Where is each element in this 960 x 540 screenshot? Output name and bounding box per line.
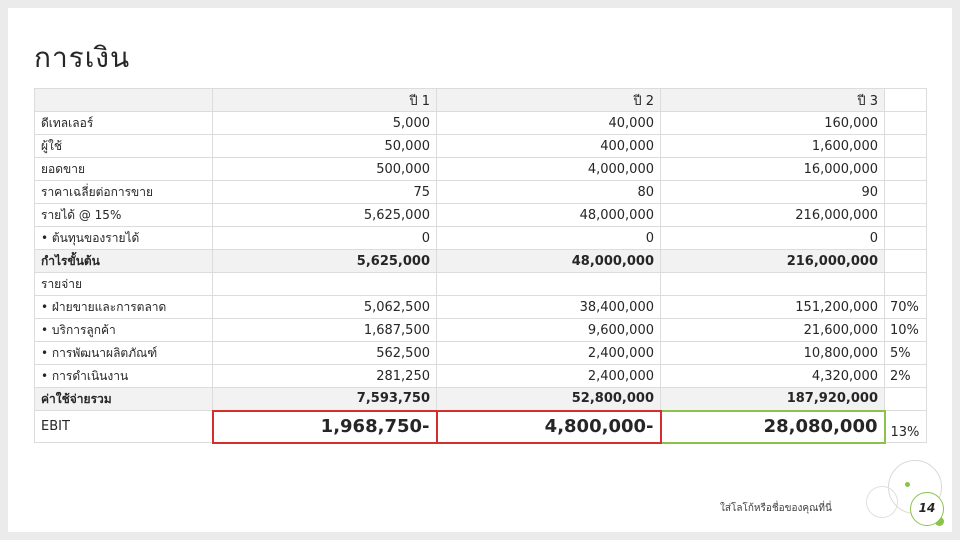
row-value-year-3: 21,600,000	[660, 318, 885, 342]
row-value-year-2: 52,800,000	[436, 387, 661, 411]
row-value-year-3: 4,320,000	[660, 364, 885, 388]
table-row: ดีเทลเลอร์ 5,000 40,000 160,000	[34, 111, 927, 135]
row-percent	[884, 203, 927, 227]
gross-profit-row: กำไรขั้นต้น 5,625,000 48,000,000 216,000…	[34, 249, 927, 273]
row-value-year-1: 562,500	[212, 341, 437, 365]
row-value-year-3	[660, 272, 885, 296]
header-cell-empty	[34, 88, 213, 112]
row-value-year-1: 5,625,000	[212, 249, 437, 273]
row-label: ราคาเฉลี่ยต่อการขาย	[34, 180, 213, 204]
row-percent: 70%	[884, 295, 927, 319]
row-value-year-2: 80	[436, 180, 661, 204]
row-label: • การดำเนินงาน	[34, 364, 213, 388]
row-value-year-1: 50,000	[212, 134, 437, 158]
ebit-row: EBIT 1,968,750- 4,800,000- 28,080,000 13…	[34, 409, 927, 444]
row-value-year-3: 216,000,000	[660, 203, 885, 227]
row-value-year-3: 0	[660, 226, 885, 250]
row-value-year-3: 216,000,000	[660, 249, 885, 273]
table-row: ผู้ใช้ 50,000 400,000 1,600,000	[34, 134, 927, 158]
decorative-dot	[935, 517, 944, 526]
row-percent: 13%	[884, 410, 927, 443]
table-row: รายได้ @ 15% 5,625,000 48,000,000 216,00…	[34, 203, 927, 227]
row-value-year-2: 2,400,000	[436, 364, 661, 388]
row-label: • ฝ่ายขายและการตลาด	[34, 295, 213, 319]
row-label: • การพัฒนาผลิตภัณฑ์	[34, 341, 213, 365]
row-label: EBIT	[34, 410, 213, 443]
table-header-row: ปี 1 ปี 2 ปี 3	[34, 88, 927, 112]
row-value-year-1: 7,593,750	[212, 387, 437, 411]
footer-logo-text: ใส่โลโก้หรือชื่อของคุณที่นี่	[720, 503, 832, 514]
row-value-year-2: 4,000,000	[436, 157, 661, 181]
row-percent	[884, 180, 927, 204]
table-row: • การพัฒนาผลิตภัณฑ์ 562,500 2,400,000 10…	[34, 341, 927, 365]
table-row: ราคาเฉลี่ยต่อการขาย 75 80 90	[34, 180, 927, 204]
row-label: ผู้ใช้	[34, 134, 213, 158]
row-value-year-3: 10,800,000	[660, 341, 885, 365]
row-percent	[884, 157, 927, 181]
header-year-3: ปี 3	[660, 88, 885, 112]
row-value-year-1: 0	[212, 226, 437, 250]
row-value-year-1	[212, 272, 437, 296]
row-value-year-3: 90	[660, 180, 885, 204]
row-value-year-2: 38,400,000	[436, 295, 661, 319]
table-row: • ต้นทุนของรายได้ 0 0 0	[34, 226, 927, 250]
row-value-year-1: 5,062,500	[212, 295, 437, 319]
row-label: ดีเทลเลอร์	[34, 111, 213, 135]
row-value-year-1: 1,687,500	[212, 318, 437, 342]
finance-table: ปี 1 ปี 2 ปี 3 ดีเทลเลอร์ 5,000 40,000 1…	[34, 88, 927, 444]
row-percent: 5%	[884, 341, 927, 365]
row-value-year-2: 48,000,000	[436, 249, 661, 273]
row-percent	[884, 134, 927, 158]
row-value-year-1: 5,625,000	[212, 203, 437, 227]
row-value-year-3: 151,200,000	[660, 295, 885, 319]
header-cell-pct	[884, 88, 927, 112]
header-year-1: ปี 1	[212, 88, 437, 112]
row-value-year-2: 0	[436, 226, 661, 250]
slide-title: การเงิน	[34, 41, 131, 74]
total-expenses-row: ค่าใช้จ่ายรวม 7,593,750 52,800,000 187,9…	[34, 387, 927, 411]
page-number: 14	[910, 492, 944, 526]
row-value-year-2: 400,000	[436, 134, 661, 158]
expenses-header-row: รายจ่าย	[34, 272, 927, 296]
row-percent: 2%	[884, 364, 927, 388]
table-row: ยอดขาย 500,000 4,000,000 16,000,000	[34, 157, 927, 181]
slide: การเงิน ปี 1 ปี 2 ปี 3 ดีเทลเลอร์ 5,000 …	[8, 8, 952, 532]
row-value-year-1: 5,000	[212, 111, 437, 135]
row-value-year-2: 2,400,000	[436, 341, 661, 365]
row-label: • บริการลูกค้า	[34, 318, 213, 342]
row-value-year-2: 40,000	[436, 111, 661, 135]
row-value-year-2: 9,600,000	[436, 318, 661, 342]
row-value-year-2	[436, 272, 661, 296]
row-value-year-3: 187,920,000	[660, 387, 885, 411]
ebit-value-year-1: 1,968,750-	[211, 409, 438, 444]
row-label: ค่าใช้จ่ายรวม	[34, 387, 213, 411]
row-label: รายจ่าย	[34, 272, 213, 296]
row-value-year-2: 48,000,000	[436, 203, 661, 227]
table-row: • ฝ่ายขายและการตลาด 5,062,500 38,400,000…	[34, 295, 927, 319]
header-year-2: ปี 2	[436, 88, 661, 112]
row-percent	[884, 111, 927, 135]
ebit-value-year-2: 4,800,000-	[435, 409, 662, 444]
row-percent: 10%	[884, 318, 927, 342]
row-percent	[884, 387, 927, 411]
row-value-year-3: 16,000,000	[660, 157, 885, 181]
row-value-year-1: 75	[212, 180, 437, 204]
row-value-year-1: 281,250	[212, 364, 437, 388]
decorative-circle	[866, 486, 898, 518]
table-row: • บริการลูกค้า 1,687,500 9,600,000 21,60…	[34, 318, 927, 342]
row-value-year-3: 160,000	[660, 111, 885, 135]
row-value-year-3: 1,600,000	[660, 134, 885, 158]
row-percent	[884, 249, 927, 273]
decorative-dot	[905, 482, 910, 487]
row-percent	[884, 272, 927, 296]
row-label: • ต้นทุนของรายได้	[34, 226, 213, 250]
row-percent	[884, 226, 927, 250]
row-label: กำไรขั้นต้น	[34, 249, 213, 273]
table-row: • การดำเนินงาน 281,250 2,400,000 4,320,0…	[34, 364, 927, 388]
ebit-value-year-3: 28,080,000	[659, 409, 886, 444]
row-label: รายได้ @ 15%	[34, 203, 213, 227]
row-label: ยอดขาย	[34, 157, 213, 181]
row-value-year-1: 500,000	[212, 157, 437, 181]
